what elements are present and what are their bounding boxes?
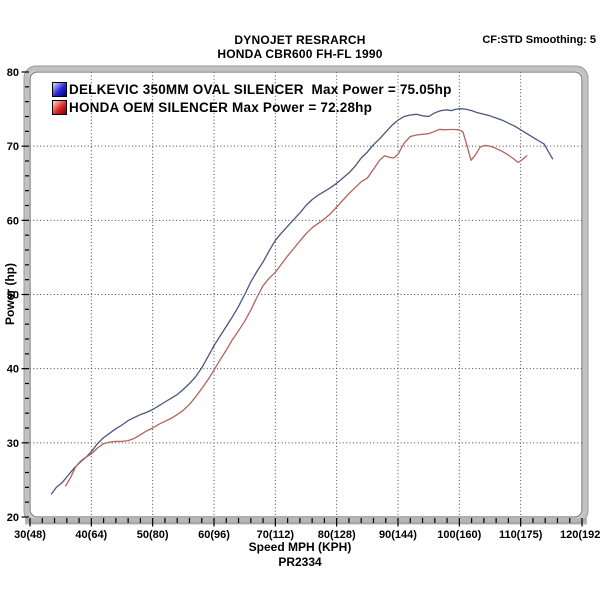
x-tick-label: 100(160) — [437, 529, 481, 541]
power-curve-delkevic — [50, 108, 554, 495]
y-tick-label: 40 — [7, 364, 19, 376]
y-tick-label: 20 — [7, 512, 19, 524]
smoothing-info: CF:STD Smoothing: 5 — [482, 34, 596, 46]
legend-row-honda-oem: HONDA OEM SILENCER Max Power = 72.28hp — [52, 98, 452, 116]
y-tick-label: 70 — [7, 141, 19, 153]
y-tick-label: 60 — [7, 215, 19, 227]
x-tick-label: 50(80) — [137, 529, 169, 541]
x-tick-label: 90(144) — [379, 529, 417, 541]
x-tick-label: 40(64) — [75, 529, 107, 541]
delkevic-series-swatch-icon — [52, 81, 67, 97]
power-curve-honda-oem — [64, 128, 528, 487]
y-tick-label: 80 — [7, 67, 19, 79]
legend-row-delkevic: DELKEVIC 350MM OVAL SILENCER Max Power =… — [52, 80, 452, 98]
x-tick-label: 30(48) — [14, 529, 46, 541]
legend: DELKEVIC 350MM OVAL SILENCER Max Power =… — [52, 80, 452, 116]
legend-label-delkevic: DELKEVIC 350MM OVAL SILENCER Max Power =… — [69, 81, 452, 97]
y-tick-label: 30 — [7, 438, 19, 450]
legend-label-honda-oem: HONDA OEM SILENCER Max Power = 72.28hp — [69, 99, 373, 115]
y-tick-label: 50 — [7, 290, 19, 302]
report-title: DYNOJET RESRARCH — [234, 33, 366, 47]
plot-frame — [29, 71, 583, 518]
report-subtitle: HONDA CBR600 FH-FL 1990 — [217, 47, 383, 61]
x-tick-label: 120(192) — [560, 529, 600, 541]
x-tick-label: 70(112) — [257, 529, 295, 541]
honda-oem-series-swatch-icon — [52, 99, 67, 115]
x-axis-title: Speed MPH (KPH) — [249, 540, 352, 554]
plot-area: 20 30 40 50 60 70 80 30(48) 40(64) 50(80) 60(96) 70… — [7, 65, 600, 541]
x-tick-label: 60(96) — [198, 529, 230, 541]
y-axis-title: Power (hp) — [3, 263, 17, 325]
x-tick-label: 110(175) — [499, 529, 543, 541]
run-number: PR2334 — [278, 555, 322, 569]
x-tick-label: 80(128) — [318, 529, 356, 541]
